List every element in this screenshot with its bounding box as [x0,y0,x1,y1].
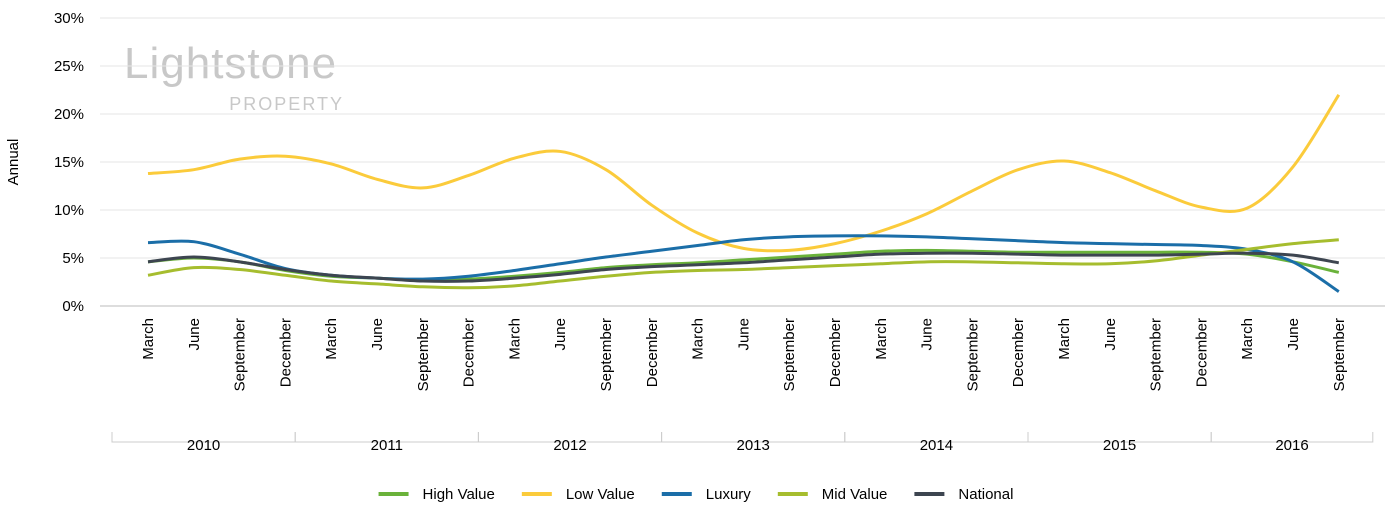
x-tick-label: September [1148,318,1165,391]
year-label: 2015 [1103,437,1136,454]
year-label: 2013 [737,437,770,454]
legend-label: High Value [423,486,495,503]
x-tick-label: December [277,318,294,387]
legend-label: Mid Value [822,486,888,503]
x-tick-label: December [827,318,844,387]
x-tick-label: June [186,318,203,351]
x-tick-label: March [506,318,523,360]
y-tick-label: 15% [54,154,84,171]
year-label: 2010 [187,437,220,454]
line-series [147,251,1340,283]
x-tick-label: June [735,318,752,351]
year-bracket [1210,432,1374,443]
x-tick-label: December [1193,318,1210,387]
x-tick-label: March [1239,318,1256,360]
watermark: Lightstone [124,39,337,88]
y-tick-label: 0% [62,298,84,315]
x-tick-label: September [781,318,798,391]
y-tick-label: 20% [54,106,84,123]
x-tick-label: September [1331,318,1348,391]
x-tick-label: June [369,318,386,351]
y-tick-label: 10% [54,202,84,219]
y-axis-label: Annual [5,139,22,186]
legend-label: National [958,486,1013,503]
x-tick-label: March [1056,318,1073,360]
y-tick-label: 25% [54,58,84,75]
x-tick-label: June [552,318,569,351]
x-tick-label: March [873,318,890,360]
x-tick-label: December [1010,318,1027,387]
x-tick-label: March [690,318,707,360]
x-tick-label: June [1285,318,1302,351]
line-series [147,238,1339,290]
year-label: 2011 [371,437,403,454]
x-tick-label: September [598,318,615,391]
year-label: 2014 [920,437,953,454]
year-label: 2016 [1275,437,1308,454]
watermark-sub: PROPERTY [229,94,344,114]
x-tick-label: December [644,318,661,387]
x-tick-label: June [919,318,936,351]
legend-label: Luxury [706,486,752,503]
legend-label: Low Value [566,486,635,503]
x-tick-label: September [415,318,432,391]
y-tick-label: 30% [54,10,84,27]
y-tick-label: 5% [62,250,84,267]
x-tick-label: September [964,318,981,391]
x-tick-label: March [140,318,157,360]
line-series [147,93,1341,253]
x-tick-label: June [1102,318,1119,351]
x-tick-label: September [232,318,249,391]
x-tick-label: December [461,318,478,387]
x-tick-label: March [323,318,340,360]
year-label: 2012 [553,437,586,454]
